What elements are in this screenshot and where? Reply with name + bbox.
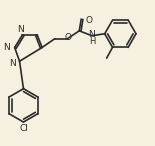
Text: Cl: Cl: [19, 124, 28, 133]
Text: N: N: [3, 43, 10, 52]
Text: O: O: [85, 15, 92, 25]
Text: N: N: [9, 59, 16, 68]
Text: H: H: [89, 37, 95, 46]
Text: O: O: [64, 33, 71, 42]
Text: N: N: [89, 30, 95, 39]
Text: N: N: [17, 25, 24, 34]
